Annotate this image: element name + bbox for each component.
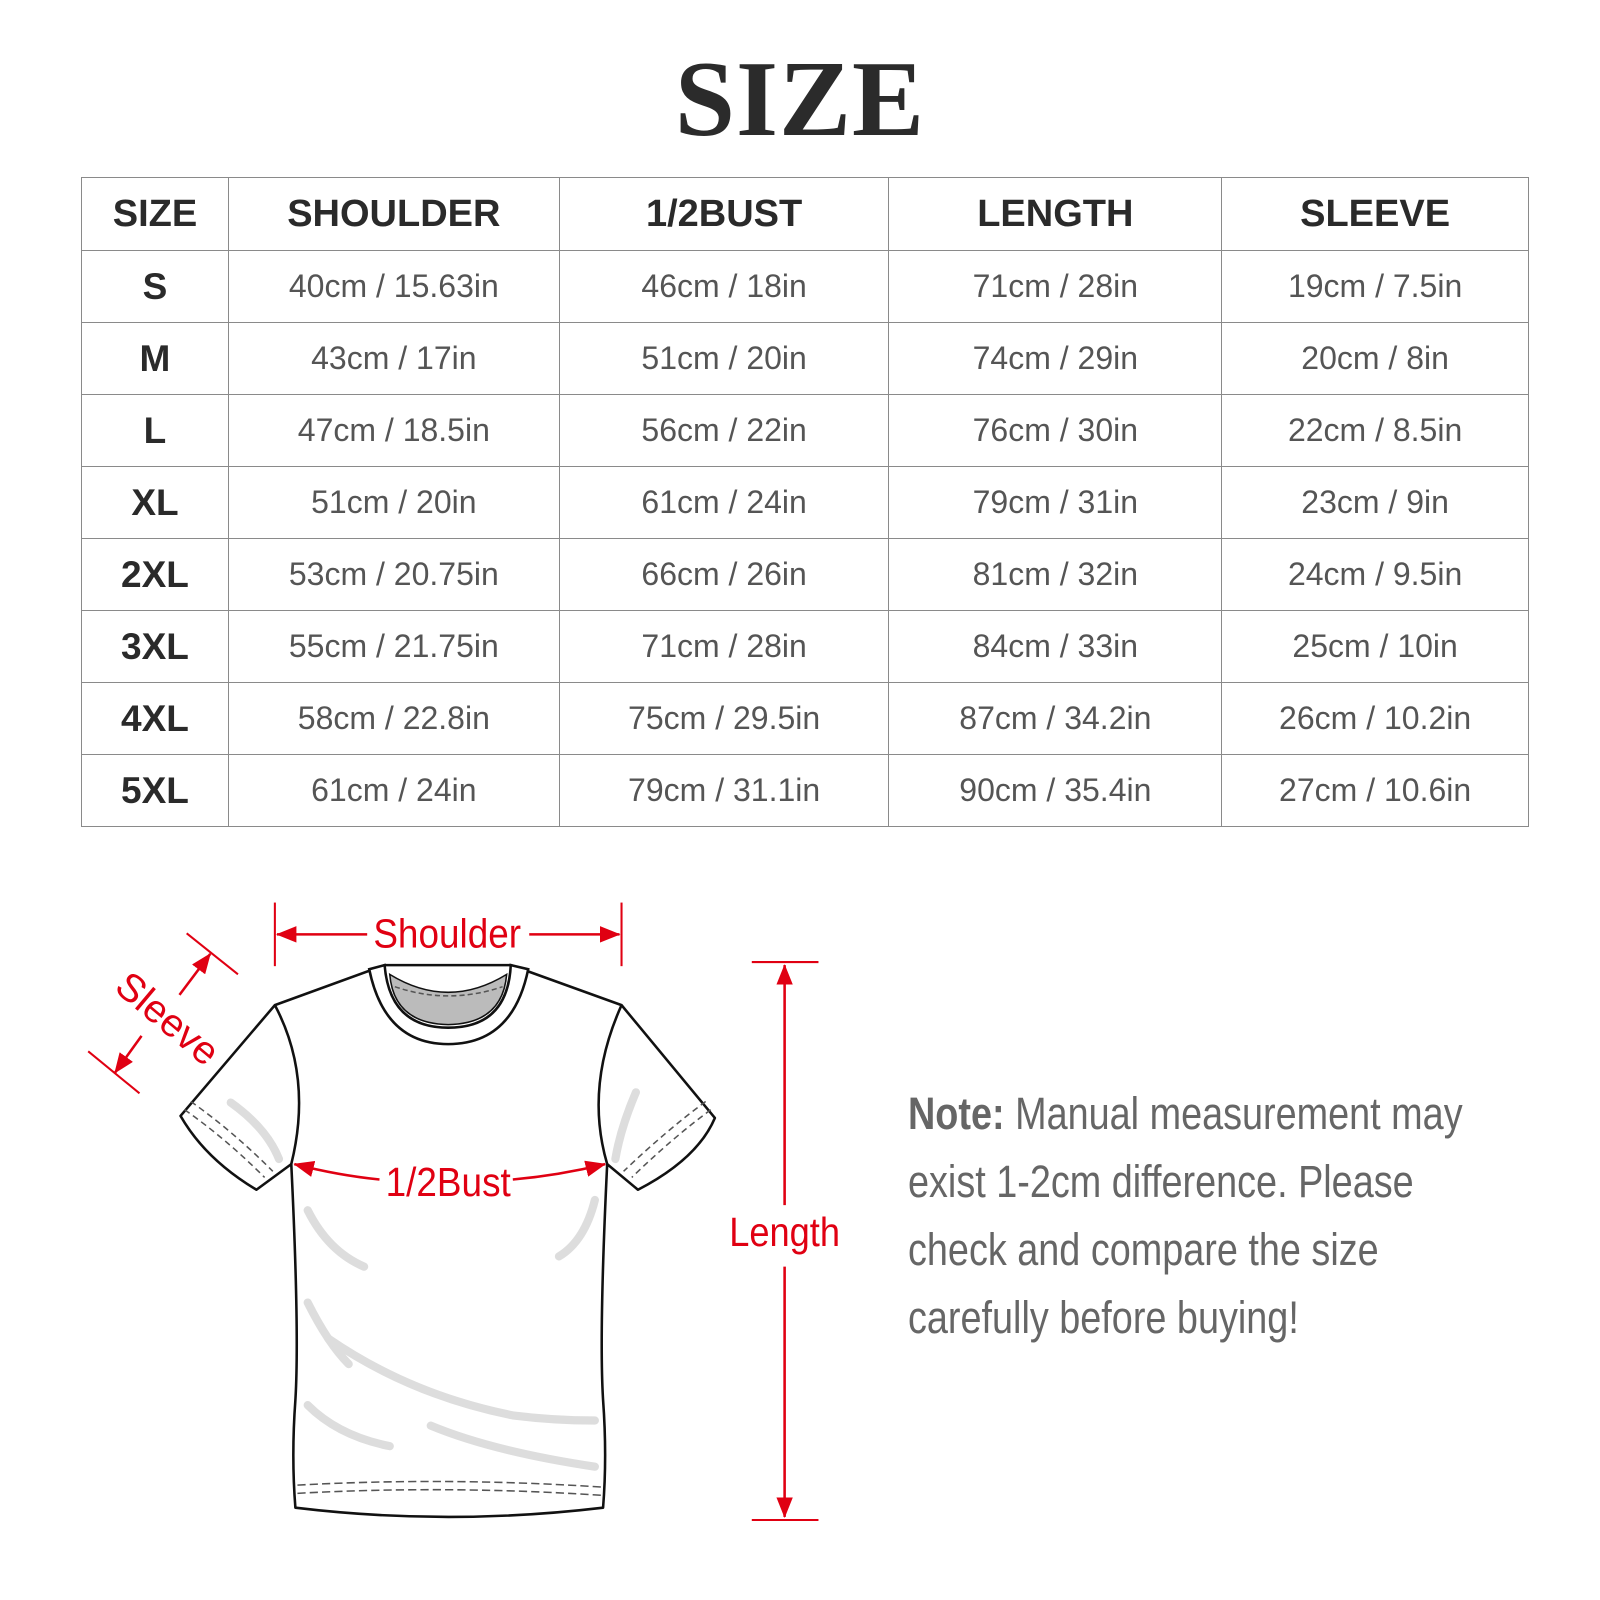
table-row: XL 51cm / 20in 61cm / 24in 79cm / 31in 23cm … [81, 466, 1529, 539]
table-row: 2XL 53cm / 20.75in 66cm / 26in 81cm / 32in 2… [81, 538, 1529, 611]
sleeve-cell: 22cm / 8.5in [1221, 394, 1529, 467]
page-title: SIZE [674, 40, 926, 159]
sleeve-cell: 26cm / 10.2in [1221, 682, 1529, 755]
size-cell: L [81, 394, 229, 467]
table-row: 3XL 55cm / 21.75in 71cm / 28in 84cm / 33in 2… [81, 610, 1529, 683]
note-label: Note: [908, 1088, 1005, 1139]
tshirt-icon [179, 963, 717, 1519]
length-cell: 84cm / 33in [888, 610, 1223, 683]
sleeve-cell: 24cm / 9.5in [1221, 538, 1529, 611]
shoulder-cell: 51cm / 20in [227, 466, 560, 539]
sleeve-cell: 19cm / 7.5in [1221, 250, 1529, 323]
table-row: L 47cm / 18.5in 56cm / 22in 76cm / 30in 22cm… [81, 394, 1529, 467]
size-cell: S [81, 250, 229, 323]
bust-cell: 61cm / 24in [558, 466, 890, 539]
sleeve-cell: 25cm / 10in [1221, 610, 1529, 683]
header-size: SIZE [81, 177, 229, 251]
size-cell: 5XL [81, 754, 229, 827]
shoulder-cell: 53cm / 20.75in [227, 538, 560, 611]
bust-cell: 79cm / 31.1in [558, 754, 890, 827]
bust-cell: 56cm / 22in [558, 394, 890, 467]
shoulder-cell: 40cm / 15.63in [227, 250, 560, 323]
table-row: 5XL 61cm / 24in 79cm / 31.1in 90cm / 35.4in… [81, 754, 1529, 827]
bust-cell: 71cm / 28in [558, 610, 890, 683]
length-cell: 74cm / 29in [888, 322, 1223, 395]
sleeve-cell: 20cm / 8in [1221, 322, 1529, 395]
table-row: M 43cm / 17in 51cm / 20in 74cm / 29in 20cm /… [81, 322, 1529, 395]
length-cell: 76cm / 30in [888, 394, 1223, 467]
sleeve-cell: 23cm / 9in [1221, 466, 1529, 539]
table-header-row: SIZE SHOULDER 1/2BUST LENGTH SLEEVE [81, 177, 1529, 251]
shoulder-cell: 43cm / 17in [227, 322, 560, 395]
header-bust: 1/2BUST [558, 177, 890, 251]
bust-label: 1/2Bust [386, 1159, 512, 1205]
bust-cell: 46cm / 18in [558, 250, 890, 323]
length-label: Length [729, 1209, 840, 1255]
bust-measure: 1/2Bust [293, 1159, 607, 1205]
shoulder-cell: 61cm / 24in [227, 754, 560, 827]
shoulder-measure: Shoulder [273, 902, 623, 967]
size-table: SIZE SHOULDER 1/2BUST LENGTH SLEEVE S 40c… [81, 177, 1529, 827]
length-measure: Length [729, 961, 840, 1522]
table-row: 4XL 58cm / 22.8in 75cm / 29.5in 87cm / 34.2… [81, 682, 1529, 755]
note-text: Note: Manual measurement may exist 1-2cm… [908, 1080, 1513, 1352]
length-cell: 81cm / 32in [888, 538, 1223, 611]
sleeve-measure: Sleeve [87, 932, 239, 1095]
shoulder-label: Shoulder [373, 911, 521, 957]
size-cell: M [81, 322, 229, 395]
size-cell: 3XL [81, 610, 229, 683]
bust-cell: 75cm / 29.5in [558, 682, 890, 755]
sleeve-cell: 27cm / 10.6in [1221, 754, 1529, 827]
shoulder-cell: 55cm / 21.75in [227, 610, 560, 683]
header-length: LENGTH [888, 177, 1223, 251]
size-cell: XL [81, 466, 229, 539]
table-row: S 40cm / 15.63in 46cm / 18in 71cm / 28in 19c… [81, 250, 1529, 323]
shoulder-cell: 47cm / 18.5in [227, 394, 560, 467]
length-cell: 90cm / 35.4in [888, 754, 1223, 827]
note-body: Manual measurement may exist 1-2cm diffe… [908, 1088, 1463, 1343]
length-cell: 71cm / 28in [888, 250, 1223, 323]
shoulder-cell: 58cm / 22.8in [227, 682, 560, 755]
size-cell: 4XL [81, 682, 229, 755]
bust-cell: 66cm / 26in [558, 538, 890, 611]
header-sleeve: SLEEVE [1221, 177, 1529, 251]
